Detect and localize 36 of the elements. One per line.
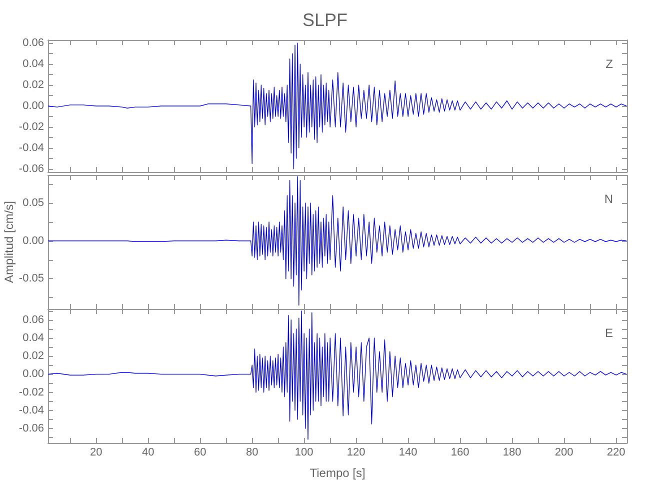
annotation: N xyxy=(604,192,614,206)
x-axis-title: Tiempo [s] xyxy=(310,466,366,480)
x-tick-label: 80 xyxy=(246,446,258,458)
x-tick-label: 180 xyxy=(502,446,522,458)
x-tick-label: 100 xyxy=(294,446,314,458)
chart-title: SLPF xyxy=(302,10,348,30)
line-series xyxy=(48,176,627,306)
y-tick-label: 0.04 xyxy=(22,58,44,70)
y-tick-label: -0.05 xyxy=(18,272,44,285)
y-tick-label: -0.02 xyxy=(18,120,44,133)
y-tick-label: -0.06 xyxy=(18,162,44,175)
x-tick-label: 140 xyxy=(398,446,418,458)
y-tick-label: 0.06 xyxy=(22,314,44,326)
annotation: E xyxy=(604,326,614,340)
x-tick-label: 60 xyxy=(194,446,206,458)
line-series xyxy=(48,42,627,170)
x-tick-label: 20 xyxy=(90,446,102,458)
y-tick-label: -0.04 xyxy=(18,142,44,154)
y-tick-label: -0.04 xyxy=(18,404,44,416)
x-tick-label: 160 xyxy=(450,446,470,458)
y-tick-label: 0.00 xyxy=(22,234,44,247)
y-tick-label: 0.02 xyxy=(22,350,44,362)
y-tick-label: 0.06 xyxy=(22,37,44,50)
y-tick-label: 0.00 xyxy=(22,100,44,112)
y-tick-label: 0.04 xyxy=(22,332,44,344)
y-tick-label: 0.05 xyxy=(22,197,44,210)
x-tick-label: 40 xyxy=(142,446,154,458)
x-tick-label: 220 xyxy=(606,446,626,458)
y-tick-label: -0.02 xyxy=(18,386,44,398)
x-tick-label: 200 xyxy=(554,446,574,458)
x-tick-label: 120 xyxy=(346,446,366,458)
y-axis-title: Amplitud [cm/s] xyxy=(2,200,16,284)
y-tick-label: 0.02 xyxy=(22,79,44,92)
y-tick-label: -0.06 xyxy=(18,422,44,435)
y-tick-label: 0.00 xyxy=(22,368,44,380)
annotation: Z xyxy=(606,57,614,71)
